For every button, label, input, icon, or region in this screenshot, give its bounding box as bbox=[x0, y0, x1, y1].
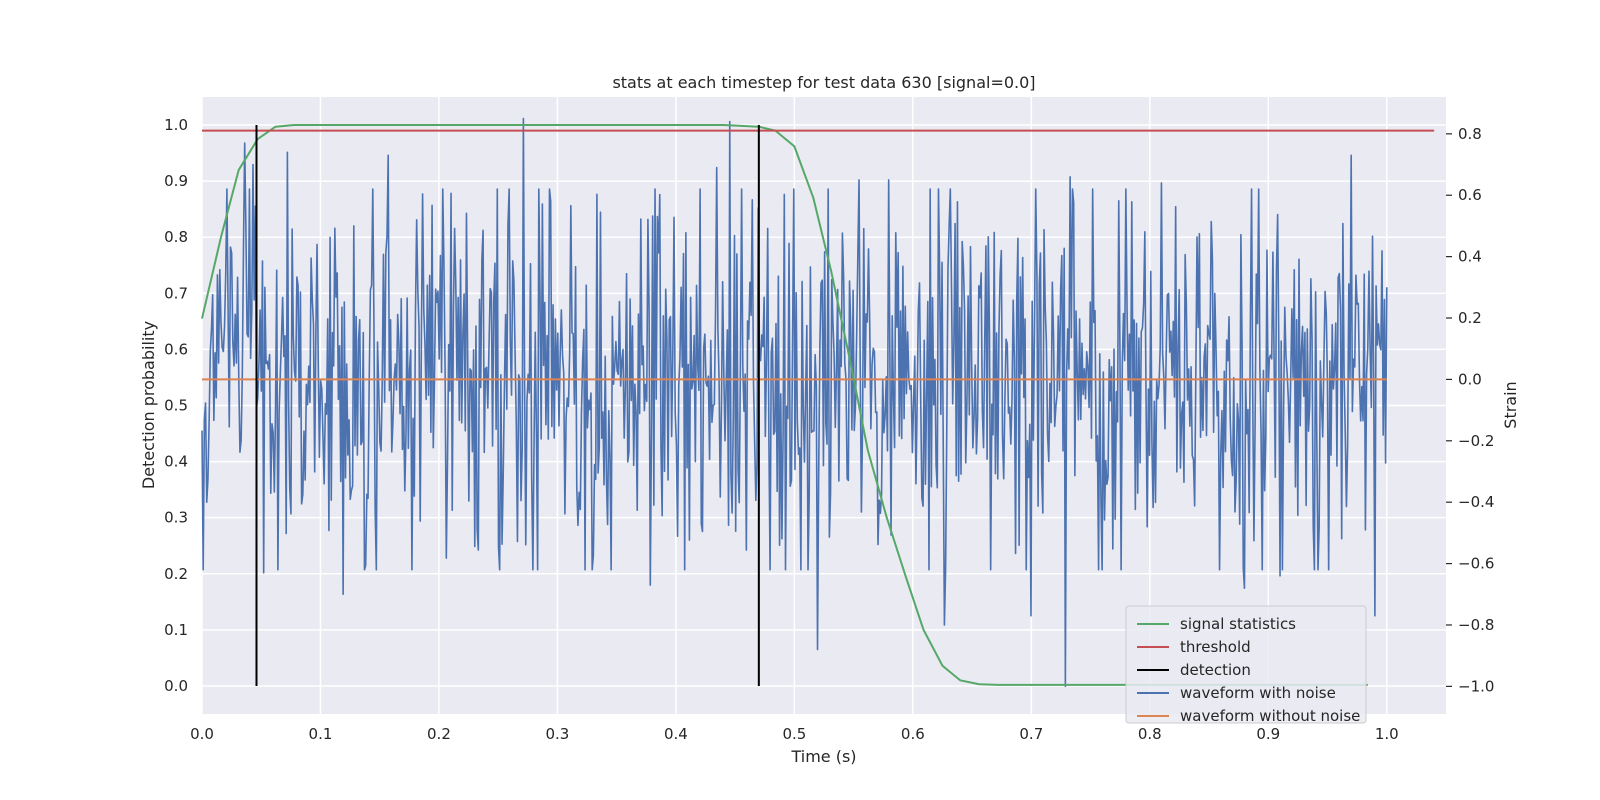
legend: signal statistics threshold detection wavef… bbox=[1125, 605, 1367, 725]
legend-label: detection bbox=[1180, 661, 1251, 679]
x-tick-label: 0.0 bbox=[190, 725, 214, 743]
legend-label: waveform without noise bbox=[1180, 707, 1360, 725]
x-axis: 0.0 0.1 0.2 0.3 0.4 0.5 0.6 0.7 0.8 0.9 1.0 bbox=[190, 725, 1399, 743]
y-tick-label: 1.0 bbox=[164, 116, 188, 134]
x-tick-label: 0.9 bbox=[1256, 725, 1280, 743]
y-tick-label: 0.3 bbox=[164, 509, 188, 527]
y-tick-label: 0.2 bbox=[164, 565, 188, 583]
y-tick-label: 0.4 bbox=[164, 453, 188, 471]
y2-axis-label: Strain bbox=[1501, 381, 1520, 428]
x-tick-label: 0.8 bbox=[1138, 725, 1162, 743]
x-tick-label: 1.0 bbox=[1375, 725, 1399, 743]
y2-tick-label: −1.0 bbox=[1458, 677, 1494, 695]
y2-tick-label: 0.4 bbox=[1458, 248, 1482, 266]
x-tick-label: 0.4 bbox=[664, 725, 688, 743]
x-tick-label: 0.7 bbox=[1019, 725, 1043, 743]
x-tick-label: 0.6 bbox=[901, 725, 925, 743]
y2-axis: −1.0 −0.8 −0.6 −0.4 −0.2 0.0 0.2 0.4 0.6 0.8 bbox=[1446, 125, 1494, 695]
y2-tick-label: 0.8 bbox=[1458, 125, 1482, 143]
y-tick-label: 0.5 bbox=[164, 397, 188, 415]
y-tick-label: 0.1 bbox=[164, 621, 188, 639]
y-tick-label: 0.0 bbox=[164, 677, 188, 695]
legend-box bbox=[1125, 605, 1367, 724]
y-tick-label: 0.7 bbox=[164, 284, 188, 302]
signal-statistics-line bbox=[201, 124, 1368, 686]
x-tick-label: 0.3 bbox=[545, 725, 569, 743]
legend-label: signal statistics bbox=[1180, 615, 1296, 633]
chart-title: stats at each timestep for test data 630… bbox=[612, 73, 1035, 92]
legend-label: waveform with noise bbox=[1180, 684, 1336, 702]
legend-label: threshold bbox=[1180, 638, 1251, 656]
y2-tick-label: −0.2 bbox=[1458, 432, 1494, 450]
y2-tick-label: 0.0 bbox=[1458, 370, 1482, 388]
y-axis: 0.0 0.1 0.2 0.3 0.4 0.5 0.6 0.7 0.8 0.9 1.0 bbox=[164, 116, 188, 695]
y-axis-label: Detection probability bbox=[139, 321, 158, 489]
y2-tick-label: −0.8 bbox=[1458, 616, 1494, 634]
x-tick-label: 0.5 bbox=[782, 725, 806, 743]
x-tick-label: 0.1 bbox=[309, 725, 333, 743]
x-axis-label: Time (s) bbox=[790, 747, 856, 766]
series-layer bbox=[201, 117, 1435, 688]
y-tick-label: 0.8 bbox=[164, 228, 188, 246]
x-tick-label: 0.2 bbox=[427, 725, 451, 743]
y-tick-label: 0.6 bbox=[164, 340, 188, 358]
y2-tick-label: −0.6 bbox=[1458, 555, 1494, 573]
y-tick-label: 0.9 bbox=[164, 172, 188, 190]
y2-tick-label: −0.4 bbox=[1458, 493, 1494, 511]
y2-tick-label: 0.2 bbox=[1458, 309, 1482, 327]
y2-tick-label: 0.6 bbox=[1458, 186, 1482, 204]
